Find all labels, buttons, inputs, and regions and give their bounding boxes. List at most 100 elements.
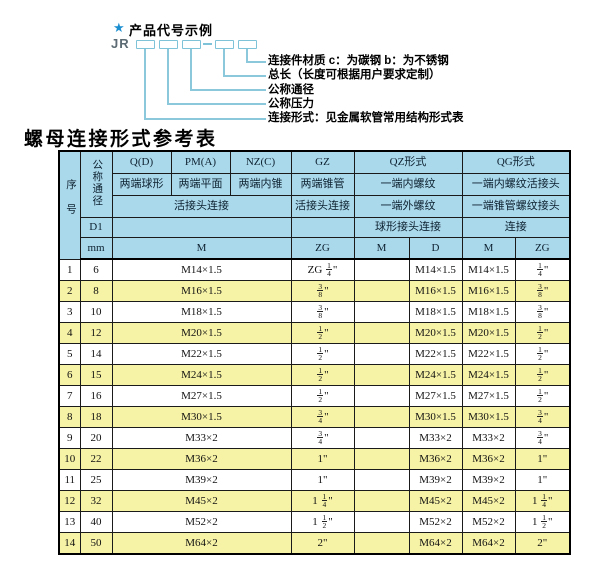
table-cell: M18×1.5 <box>461 301 516 323</box>
table-cell: 6 <box>58 364 81 386</box>
connector-line <box>246 49 248 61</box>
table-cell <box>353 322 410 344</box>
code-label-diameter: 公称通径 <box>268 84 314 96</box>
connector-line <box>144 49 146 119</box>
table-cell: 7 <box>58 385 81 407</box>
code-box <box>159 40 178 49</box>
connector-line <box>190 49 192 90</box>
table-cell: 1 2 " <box>514 343 571 365</box>
code-label-pressure: 公称压力 <box>268 98 314 110</box>
code-dash <box>203 43 212 45</box>
product-code-prefix: JR <box>111 36 130 51</box>
connector-line <box>223 49 225 76</box>
table-cell: 1 2 " <box>514 385 571 407</box>
table-cell: 6 <box>79 258 113 281</box>
empty-cell <box>111 217 292 238</box>
table-cell: 18 <box>79 406 113 428</box>
table-cell: M16×1.5 <box>461 280 516 302</box>
union-join-label: 活接头连接 <box>111 195 292 218</box>
table-cell: 32 <box>79 490 113 512</box>
table-cell: 3 <box>58 301 81 323</box>
table-cell <box>353 385 410 407</box>
table-cell: M39×2 <box>461 469 516 491</box>
table-cell: M36×2 <box>408 448 463 470</box>
table-cell: 1" <box>290 448 355 470</box>
table-cell <box>353 511 410 533</box>
table-cell: M22×1.5 <box>461 343 516 365</box>
table-cell: M24×1.5 <box>461 364 516 386</box>
qg-zg-col-label: ZG <box>514 237 571 260</box>
table-cell: M39×2 <box>408 469 463 491</box>
table-cell: M33×2 <box>408 427 463 449</box>
m-col-label: M <box>111 237 292 260</box>
table-cell: 11 <box>58 469 81 491</box>
table-cell: M18×1.5 <box>408 301 463 323</box>
product-code-diagram: ★ 产品代号示例 JR 连接件材质 c：为碳钢 b：为不锈钢 总长（长度可根据用… <box>0 0 600 126</box>
qg-sub2-label: 一端锥管螺纹接头 <box>461 195 571 218</box>
code-box <box>182 40 201 49</box>
table-cell: M36×2 <box>111 448 292 470</box>
header-row: 两端球形 两端平面 两端内锥 两端锥管 一端内螺纹 一端内螺纹活接头 <box>59 173 571 196</box>
table-cell: 3 8 " <box>290 280 355 302</box>
header-row: D1 球形接头连接 连接 <box>59 217 571 238</box>
table-cell <box>353 469 410 491</box>
table-cell: 14 <box>58 532 81 555</box>
table-row: 5 14 M22×1.5 1 2 " M22×1.5 M22×1.5 1 2 " <box>58 343 571 365</box>
table-cell: 12 <box>58 490 81 512</box>
table-cell: 1 1 4 " <box>290 490 355 512</box>
header-row: 序号 公称通径 Q(D) PM(A) NZ(C) GZ QZ形式 QG形式 <box>58 150 571 260</box>
table-cell: 1" <box>290 469 355 491</box>
connector-line <box>246 61 266 63</box>
table-cell: 8 <box>58 406 81 428</box>
table-cell: M52×2 <box>408 511 463 533</box>
table-cell: 15 <box>79 364 113 386</box>
code-box <box>136 40 155 49</box>
col-header-nz: NZ(C) <box>229 150 292 174</box>
table-cell: 3 4 " <box>290 427 355 449</box>
code-box <box>238 40 257 49</box>
col-sub-nz: 两端内锥 <box>229 173 292 196</box>
table-cell: 1 1 4 " <box>514 490 571 512</box>
table-cell: M22×1.5 <box>111 343 292 365</box>
table-cell: M30×1.5 <box>461 406 516 428</box>
table-cell: 1 2 " <box>290 364 355 386</box>
table-cell <box>353 490 410 512</box>
connector-line <box>144 118 266 120</box>
qz-join-label: 球形接头连接 <box>353 217 463 238</box>
table-cell: 25 <box>79 469 113 491</box>
table-cell: 20 <box>79 427 113 449</box>
table-cell: M39×2 <box>111 469 292 491</box>
table-cell: M27×1.5 <box>461 385 516 407</box>
table-body: 1 6 M14×1.5 ZG 1 4 " M14×1.5 M14×1.5 1 4 " 2 8 M16×1.… <box>58 258 571 555</box>
table-cell: 3 4 " <box>514 406 571 428</box>
col-header-gz: GZ <box>290 150 355 174</box>
table-row: 13 40 M52×2 1 1 2 " M52×2 M52×2 1 1 2 " <box>58 511 571 533</box>
table-cell: M45×2 <box>408 490 463 512</box>
table-cell: M30×1.5 <box>111 406 292 428</box>
table-cell <box>353 427 410 449</box>
table-cell: M14×1.5 <box>408 258 463 281</box>
col-sub-pm: 两端平面 <box>170 173 231 196</box>
col-sub-qg: 一端内螺纹活接头 <box>461 173 571 196</box>
header-row: 活接头连接 活接头连接 一端外螺纹 一端锥管螺纹接头 <box>59 195 571 218</box>
qz-sub2-label: 一端外螺纹 <box>353 195 463 218</box>
table-cell: M64×2 <box>408 532 463 555</box>
zg-col-label: ZG <box>290 237 355 260</box>
table-cell: M33×2 <box>111 427 292 449</box>
table-cell <box>353 343 410 365</box>
table-row: 10 22 M36×2 1" M36×2 M36×2 1" <box>58 448 571 470</box>
